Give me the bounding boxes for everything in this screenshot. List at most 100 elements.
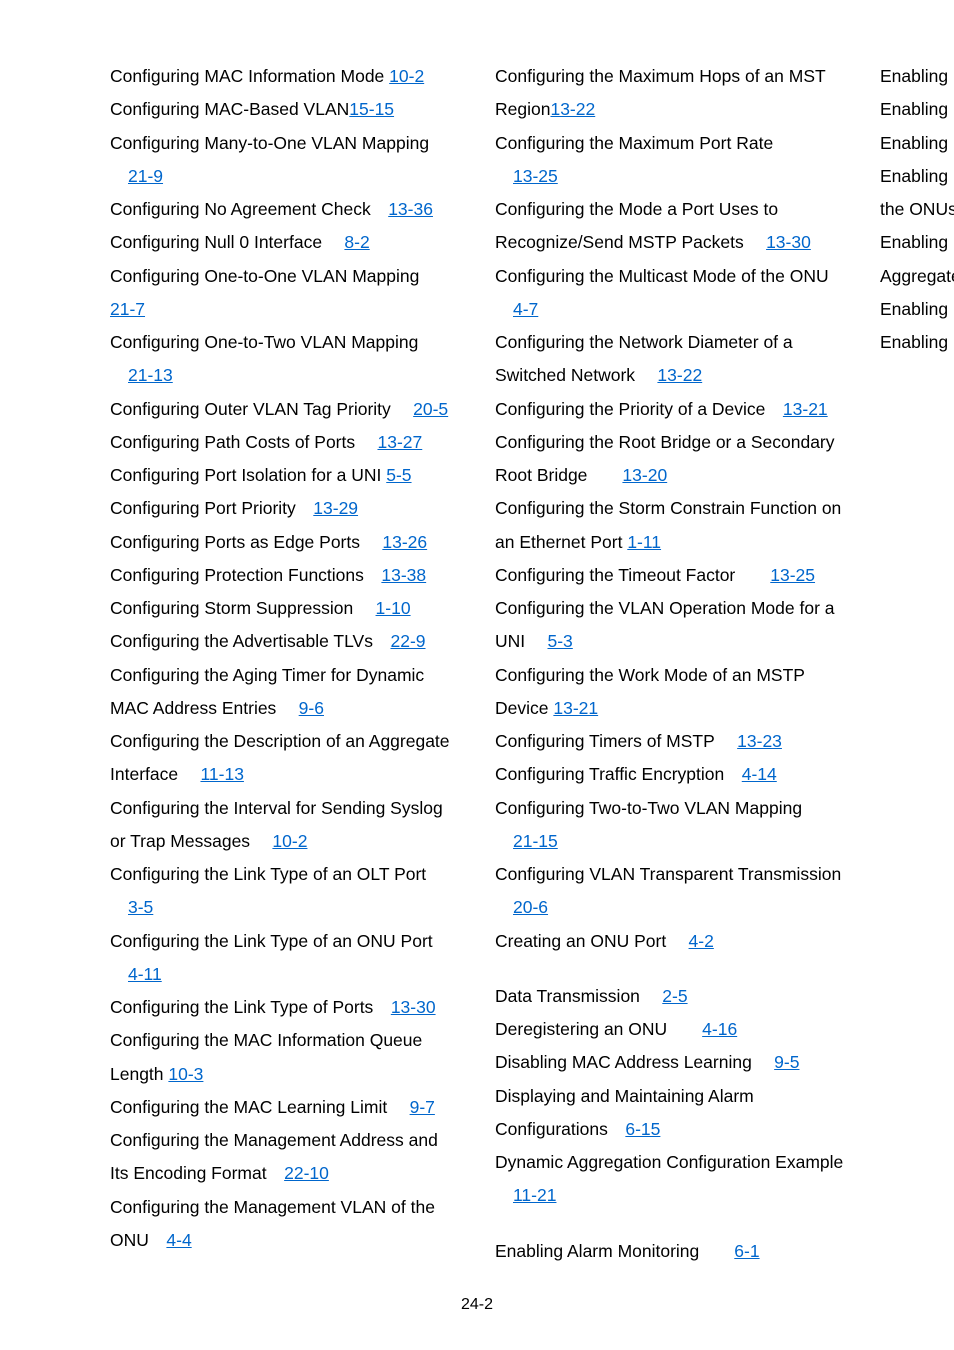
entry-text: Data Transmission: [495, 986, 662, 1006]
page-link[interactable]: 13-21: [783, 399, 828, 419]
index-entry: Configuring One-to-Two VLAN Mapping: [110, 326, 459, 359]
entry-text: Enabling Alarm Monitoring: [495, 1241, 734, 1261]
page-link[interactable]: 13-26: [382, 532, 427, 552]
index-entry: Configuring Protection Functions 13-38: [110, 559, 459, 592]
page-link[interactable]: 9-6: [299, 698, 324, 718]
entry-text: Creating an ONU Port: [495, 931, 689, 951]
page-link[interactable]: 5-3: [548, 631, 573, 651]
index-entry: Data Transmission 2-5: [495, 980, 844, 1013]
entry-text: Configuring No Agreement Check: [110, 199, 388, 219]
index-entry-continuation: 4-7: [495, 293, 844, 326]
entry-text: Configuring MAC-Based VLAN: [110, 99, 349, 119]
page-link[interactable]: 22-9: [390, 631, 425, 651]
index-entry: Enabling LLDP 22-8: [880, 326, 954, 359]
index-entry: Configuring the Network Diameter of a Sw…: [495, 326, 844, 393]
index-entry: Configuring the Priority of a Device 13-…: [495, 393, 844, 426]
entry-text: Configuring Port Isolation for a UNI: [110, 465, 386, 485]
page-link[interactable]: 13-22: [550, 99, 595, 119]
page-link[interactable]: 11-13: [200, 764, 243, 784]
page-link[interactable]: 15-15: [349, 99, 394, 119]
index-entry: Enabling Alarm Monitoring 6-1: [495, 1235, 844, 1268]
index-entry-continuation: 11-21: [495, 1179, 844, 1212]
page-link[interactable]: 4-2: [689, 931, 714, 951]
page-link[interactable]: 10-2: [272, 831, 307, 851]
page-link[interactable]: 22-10: [284, 1163, 329, 1183]
page-link[interactable]: 9-7: [410, 1097, 435, 1117]
index-entry: Configuring VLAN Transparent Transmissio…: [495, 858, 844, 891]
entry-text: Configuring Many-to-One VLAN Mapping: [110, 133, 429, 153]
entry-text: Enabling Basic QinQ: [880, 66, 954, 86]
index-entry: Configuring MAC-Based VLAN15-15: [110, 93, 459, 126]
entry-text: Configuring the VLAN Operation Mode for …: [495, 598, 835, 651]
entry-text: Configuring the Management VLAN of the O…: [110, 1197, 435, 1250]
index-entry: Configuring MAC Information Mode 10-2: [110, 60, 459, 93]
index-entry: Enabling BPDU Tunneling14-4: [880, 93, 954, 126]
page-link[interactable]: 9-5: [774, 1052, 799, 1072]
page-link[interactable]: 13-27: [377, 432, 422, 452]
page-link[interactable]: 20-5: [413, 399, 448, 419]
index-entry: Configuring the Maximum Port Rate: [495, 127, 844, 160]
page-link[interactable]: 13-23: [737, 731, 782, 751]
page-link[interactable]: 13-20: [622, 465, 667, 485]
page-link[interactable]: 13-30: [766, 232, 811, 252]
index-entry-continuation: 4-11: [110, 958, 459, 991]
page-link[interactable]: 13-30: [391, 997, 436, 1017]
page-link[interactable]: 1-10: [376, 598, 411, 618]
entry-text: Enabling Layer-2 Communication Between t…: [880, 166, 954, 219]
index-entry: Configuring the Maximum Hops of an MST R…: [495, 60, 844, 127]
page-link[interactable]: 1-11: [627, 532, 661, 552]
entry-text: Configuring Timers of MSTP: [495, 731, 737, 751]
entry-text: Enabling BPDU Tunneling: [880, 99, 954, 119]
page-link[interactable]: 4-7: [513, 299, 538, 319]
index-entry: Configuring Many-to-One VLAN Mapping: [110, 127, 459, 160]
page-link[interactable]: 21-7: [110, 299, 145, 319]
entry-text: Configuring Ports as Edge Ports: [110, 532, 382, 552]
entry-text: Enabling LLDP: [880, 332, 954, 352]
entry-text: Dynamic Aggregation Configuration Exampl…: [495, 1152, 843, 1172]
page-link[interactable]: 13-25: [513, 166, 558, 186]
entry-text: Configuring the Maximum Port Rate: [495, 133, 773, 153]
entry-text: Configuring the Storm Constrain Function…: [495, 498, 841, 551]
index-entry: Configuring One-to-One VLAN Mapping 21-7: [110, 260, 459, 327]
page-link[interactable]: 10-3: [168, 1064, 203, 1084]
entry-text: Configuring the Link Type of Ports: [110, 997, 391, 1017]
page-link[interactable]: 13-29: [313, 498, 358, 518]
page-link[interactable]: 21-9: [128, 166, 163, 186]
page-link[interactable]: 6-1: [734, 1241, 759, 1261]
page-link[interactable]: 8-2: [344, 232, 369, 252]
page-link[interactable]: 5-5: [386, 465, 411, 485]
page-link[interactable]: 6-15: [625, 1119, 660, 1139]
page-link[interactable]: 4-4: [166, 1230, 191, 1250]
page-link[interactable]: 13-25: [770, 565, 815, 585]
page-link[interactable]: 10-2: [389, 66, 424, 86]
index-entry: Configuring the Link Type of an ONU Port: [110, 925, 459, 958]
entry-text: Enabling Link State Trapping for an Aggr…: [880, 232, 954, 285]
index-entry: Configuring the MAC Information Queue Le…: [110, 1024, 459, 1091]
index-entry: Configuring Outer VLAN Tag Priority 20-5: [110, 393, 459, 426]
page-link[interactable]: 13-38: [381, 565, 426, 585]
entry-text: Configuring One-to-Two VLAN Mapping: [110, 332, 418, 352]
page-link[interactable]: 21-13: [128, 365, 173, 385]
index-entry: Configuring Path Costs of Ports 13-27: [110, 426, 459, 459]
entry-text: Configuring Two-to-Two VLAN Mapping: [495, 798, 802, 818]
index-entry: Configuring the Link Type of an OLT Port: [110, 858, 459, 891]
entry-text: Configuring Traffic Encryption: [495, 764, 742, 784]
page-link[interactable]: 13-21: [553, 698, 598, 718]
index-entry: Configuring the Aging Timer for Dynamic …: [110, 659, 459, 726]
page-link[interactable]: 11-21: [513, 1185, 556, 1205]
entry-text: Configuring VLAN Transparent Transmissio…: [495, 864, 841, 884]
page-link[interactable]: 21-15: [513, 831, 558, 851]
page-link[interactable]: 13-36: [388, 199, 433, 219]
page-link[interactable]: 4-16: [702, 1019, 737, 1039]
page-link[interactable]: 3-5: [128, 897, 153, 917]
index-entry: Configuring the Root Bridge or a Seconda…: [495, 426, 844, 493]
entry-text: Configuring the Network Diameter of a Sw…: [495, 332, 793, 385]
page-link[interactable]: 2-5: [662, 986, 687, 1006]
page-link[interactable]: 4-11: [128, 964, 162, 984]
page-link[interactable]: 20-6: [513, 897, 548, 917]
index-entry: Configuring the Management Address and I…: [110, 1124, 459, 1191]
index-entry: Configuring Port Priority 13-29: [110, 492, 459, 525]
entry-text: Configuring Path Costs of Ports: [110, 432, 377, 452]
page-link[interactable]: 13-22: [657, 365, 702, 385]
page-link[interactable]: 4-14: [742, 764, 777, 784]
